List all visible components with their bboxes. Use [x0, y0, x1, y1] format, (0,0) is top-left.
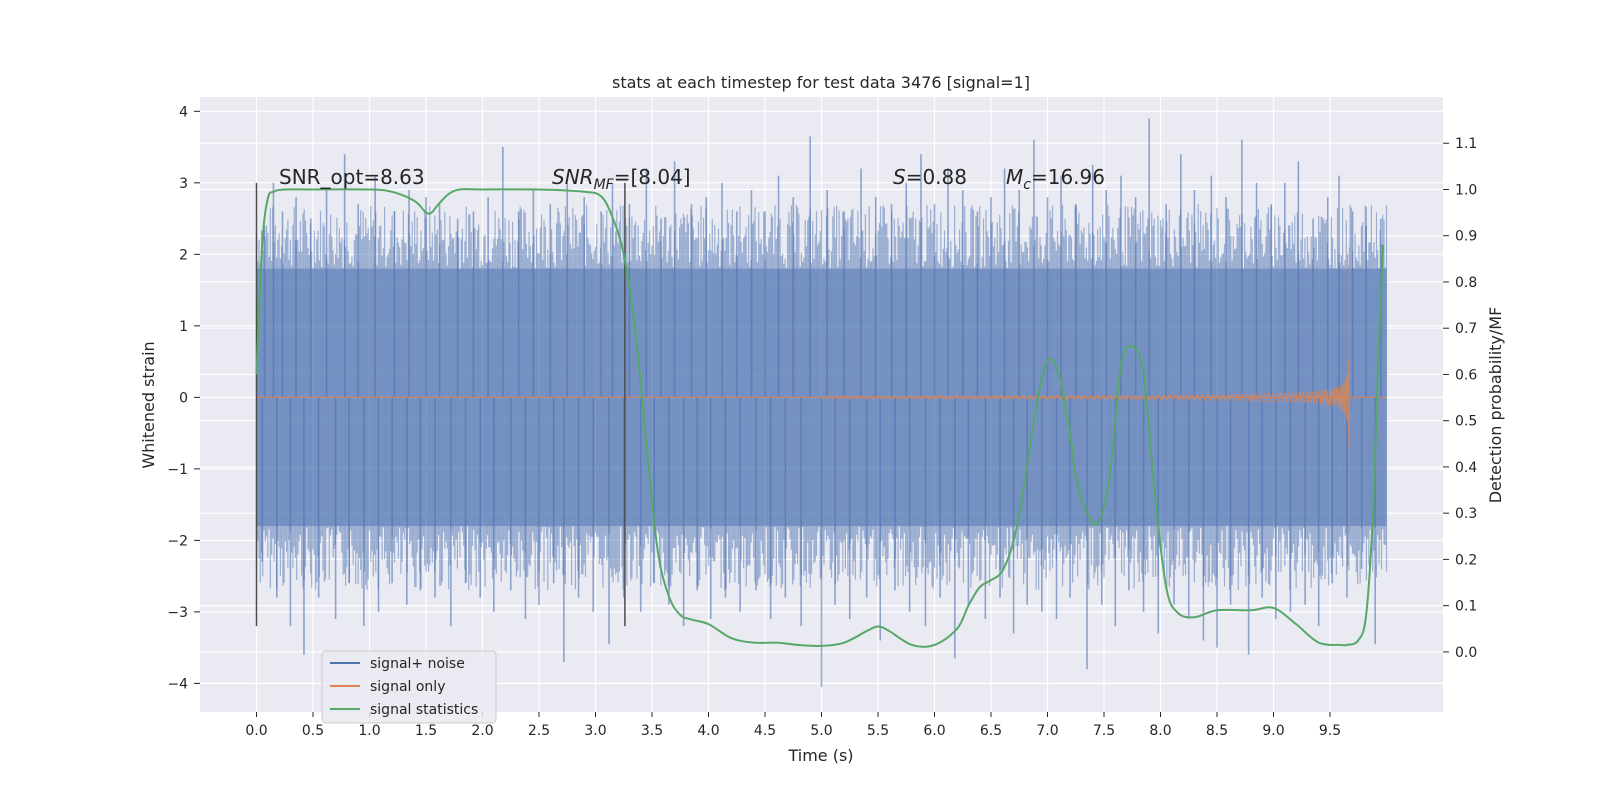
x-tick-label: 6.0	[923, 723, 945, 739]
s-annotation: S=0.88	[893, 165, 967, 189]
snr-mf-base: SNR	[552, 165, 594, 189]
signal-statistics-series	[255, 188, 1385, 648]
mc-annotation: Mc=16.96	[1006, 165, 1105, 193]
left-y-tick-label: −1	[167, 462, 188, 478]
mc-value: =16.96	[1031, 165, 1105, 189]
left-y-tick-label: 1	[179, 319, 188, 335]
x-axis-ticks: 0.0 0.5 1.0 1.5 2.0 2.5 3.0 3.5 4.0 4.5 5.0 5.5 6.0 6…	[245, 712, 1341, 739]
legend-label-noise: signal+ noise	[370, 656, 465, 672]
snr-mf-annotation: SNRMF=[8.04]	[552, 165, 691, 193]
right-axis-ticks: 1.1 1.0 0.9 0.8 0.7 0.6 0.5 0.4 0.3 0.2 0.1 0.0	[1443, 136, 1477, 661]
x-tick-label: 8.0	[1149, 723, 1171, 739]
x-tick-label: 4.5	[754, 723, 776, 739]
mc-subscript: c	[1023, 177, 1031, 193]
signal-chirp	[821, 247, 1350, 534]
right-y-tick-label: 0.4	[1455, 460, 1477, 476]
x-tick-label: 9.5	[1319, 723, 1341, 739]
x-tick-label: 4.0	[697, 723, 719, 739]
right-y-tick-label: 0.9	[1455, 229, 1477, 245]
x-tick-label: 2.0	[471, 723, 493, 739]
left-y-tick-label: 2	[179, 247, 188, 263]
right-y-tick-label: 1.1	[1455, 136, 1477, 152]
left-y-tick-label: 3	[179, 176, 188, 192]
left-y-tick-label: −4	[167, 676, 188, 692]
snr-opt-annotation: SNR_opt=8.63	[279, 165, 425, 189]
signal-only-series	[256, 247, 1387, 534]
right-y-tick-label: 0.8	[1455, 275, 1477, 291]
x-tick-label: 2.5	[528, 723, 550, 739]
right-y-tick-label: 0.3	[1455, 506, 1477, 522]
x-tick-label: 3.0	[584, 723, 606, 739]
chart-title: stats at each timestep for test data 347…	[612, 73, 1030, 92]
x-tick-label: 5.5	[867, 723, 889, 739]
right-y-tick-label: 0.6	[1455, 367, 1477, 383]
legend: signal+ noise signal only signal statist…	[321, 650, 497, 724]
left-y-tick-label: −2	[167, 533, 188, 549]
s-value: =0.88	[906, 165, 967, 189]
right-y-tick-label: 0.1	[1455, 599, 1477, 615]
left-y-tick-label: 4	[179, 104, 188, 120]
x-axis-label: Time (s)	[787, 746, 853, 765]
legend-label-signal: signal only	[370, 679, 445, 695]
x-tick-label: 5.0	[810, 723, 832, 739]
left-axis-label: Whitened strain	[139, 341, 158, 468]
snr-mf-subscript: MF	[594, 177, 615, 193]
x-tick-label: 9.0	[1262, 723, 1284, 739]
x-tick-label: 3.5	[641, 723, 663, 739]
left-y-tick-label: 0	[179, 390, 188, 406]
snr-mf-value: =[8.04]	[614, 165, 691, 189]
mc-base: M	[1006, 165, 1023, 189]
right-y-tick-label: 0.7	[1455, 321, 1477, 337]
left-y-tick-label: −3	[167, 605, 188, 621]
legend-box	[321, 650, 497, 724]
s-symbol: S	[893, 165, 906, 189]
right-y-tick-label: 1.0	[1455, 182, 1477, 198]
x-tick-label: 7.5	[1093, 723, 1115, 739]
right-axis-label: Detection probability/MF	[1486, 307, 1505, 504]
right-y-tick-label: 0.2	[1455, 552, 1477, 568]
x-tick-label: 0.5	[302, 723, 324, 739]
x-tick-label: 6.5	[980, 723, 1002, 739]
x-tick-label: 8.5	[1206, 723, 1228, 739]
signal-statistics-line	[255, 188, 1385, 648]
x-tick-label: 7.0	[1036, 723, 1058, 739]
x-tick-label: 0.0	[245, 723, 267, 739]
right-y-tick-label: 0.5	[1455, 414, 1477, 430]
right-y-tick-label: 0.0	[1455, 645, 1477, 661]
left-axis-ticks: 4 3 2 1 0 −1 −2 −3 −4	[167, 104, 200, 692]
legend-label-stats: signal statistics	[370, 702, 478, 718]
x-tick-label: 1.0	[358, 723, 380, 739]
x-tick-label: 1.5	[415, 723, 437, 739]
